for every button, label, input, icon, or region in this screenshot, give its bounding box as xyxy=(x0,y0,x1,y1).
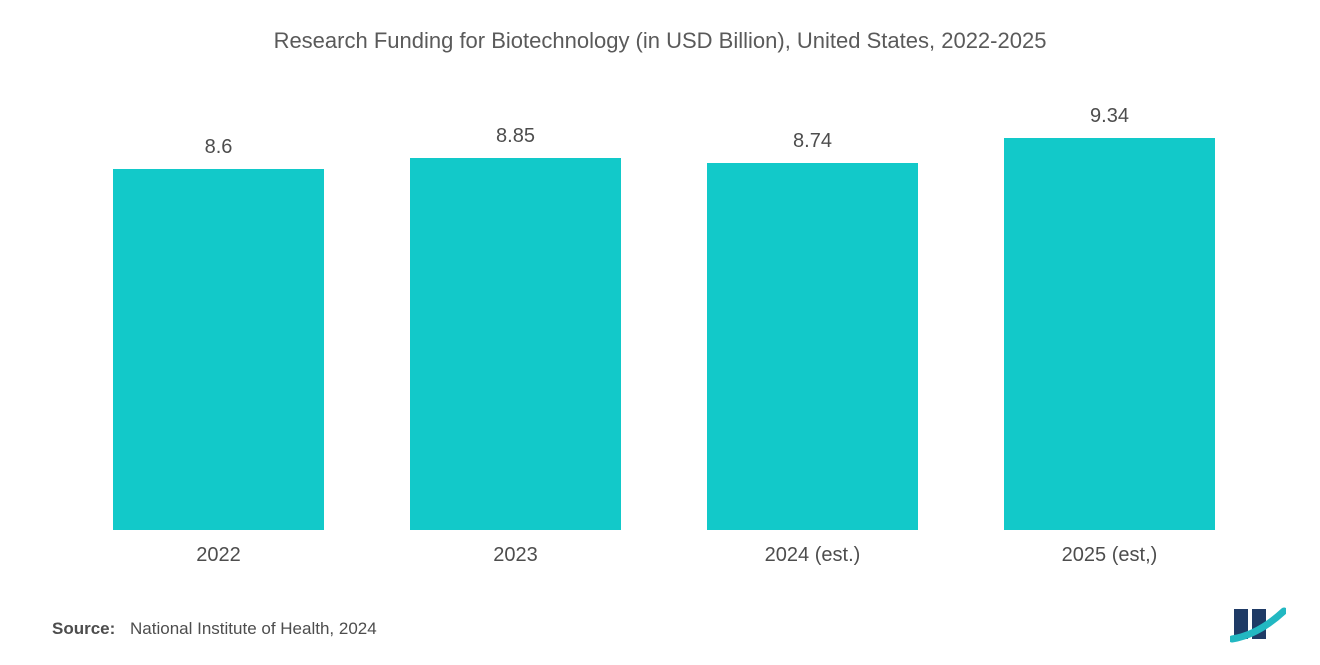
chart-title: Research Funding for Biotechnology (in U… xyxy=(0,28,1320,54)
bar-category-label: 2023 xyxy=(493,544,538,567)
bar: 8.6 xyxy=(113,169,324,530)
bar-value-label: 9.34 xyxy=(1090,105,1129,128)
bar: 8.85 xyxy=(410,158,621,530)
bar-slot: 8.852023 xyxy=(410,110,621,530)
plot-area: 8.62022 8.852023 8.742024 (est.) 9.342025 (… xyxy=(70,110,1258,530)
bar: 8.74 xyxy=(707,163,918,530)
bar-slot: 8.62022 xyxy=(113,110,324,530)
chart-container: Research Funding for Biotechnology (in U… xyxy=(0,0,1320,665)
bar-value-label: 8.74 xyxy=(793,130,832,153)
bar-category-label: 2025 (est,) xyxy=(1062,544,1158,567)
bar-slot: 9.342025 (est,) xyxy=(1004,110,1215,530)
source-text: National Institute of Health, 2024 xyxy=(130,619,377,638)
source-prefix: Source: xyxy=(52,619,115,638)
bar-slot: 8.742024 (est.) xyxy=(707,110,918,530)
bar-category-label: 2022 xyxy=(196,544,241,567)
publisher-logo-icon xyxy=(1230,605,1286,643)
source-line: Source: National Institute of Health, 20… xyxy=(52,619,377,639)
bar-category-label: 2024 (est.) xyxy=(765,544,861,567)
bar: 9.34 xyxy=(1004,138,1215,530)
bar-value-label: 8.85 xyxy=(496,125,535,148)
bar-value-label: 8.6 xyxy=(205,136,233,159)
